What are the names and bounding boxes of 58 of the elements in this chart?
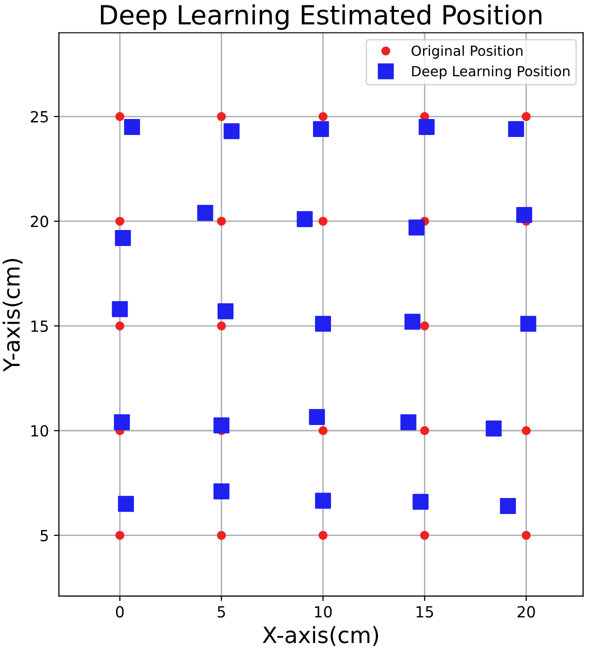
- point: [224, 123, 240, 140]
- point: [218, 303, 234, 320]
- chart-title: Deep Learning Estimated Position: [100, 4, 542, 30]
- point: [216, 321, 226, 330]
- point: [115, 530, 124, 540]
- y-tick-label: 5: [40, 530, 48, 542]
- y-tick-label: 25: [30, 110, 48, 123]
- point: [124, 119, 140, 135]
- x-tick-label: 15: [416, 606, 434, 618]
- x-tick-label: 0: [116, 606, 124, 618]
- legend-label: Original Position: [412, 45, 522, 59]
- point: [308, 409, 325, 425]
- y-tick-label: 20: [30, 216, 48, 228]
- point: [318, 216, 328, 226]
- point: [522, 530, 531, 540]
- y-tick-label: 10: [31, 425, 48, 437]
- point: [404, 314, 420, 330]
- point: [296, 211, 313, 228]
- point: [216, 530, 226, 540]
- y-tick-label: 15: [31, 320, 48, 332]
- point: [115, 216, 124, 226]
- point: [213, 417, 230, 434]
- x-tick-label: 10: [314, 606, 332, 618]
- point: [508, 121, 524, 138]
- point: [400, 414, 416, 430]
- point: [118, 496, 134, 512]
- point: [216, 112, 226, 122]
- legend-label: Deep Learning Position: [412, 66, 570, 80]
- point: [213, 483, 230, 500]
- point: [420, 426, 430, 436]
- point: [315, 316, 332, 332]
- point: [420, 321, 430, 330]
- x-tick-label: 20: [518, 606, 535, 618]
- point: [418, 119, 435, 135]
- point: [486, 420, 502, 437]
- point: [318, 530, 328, 540]
- point: [516, 206, 532, 223]
- point: [115, 112, 124, 122]
- point: [114, 414, 130, 430]
- point: [112, 301, 128, 318]
- point: [522, 426, 531, 436]
- x-axis-title: X-axis(cm): [262, 626, 378, 646]
- point: [500, 498, 516, 514]
- point: [315, 492, 332, 509]
- point: [522, 112, 531, 122]
- x-tick-label: 5: [218, 606, 225, 618]
- point: [114, 230, 131, 246]
- point: [412, 494, 429, 510]
- y-axis-title: Y-axis(cm): [2, 258, 22, 372]
- point: [318, 112, 328, 122]
- point: [420, 530, 430, 540]
- point: [318, 426, 328, 436]
- point: [408, 220, 424, 236]
- point: [216, 216, 226, 226]
- point: [313, 121, 329, 138]
- point: [197, 204, 214, 221]
- point: [115, 321, 124, 330]
- point: [520, 316, 536, 332]
